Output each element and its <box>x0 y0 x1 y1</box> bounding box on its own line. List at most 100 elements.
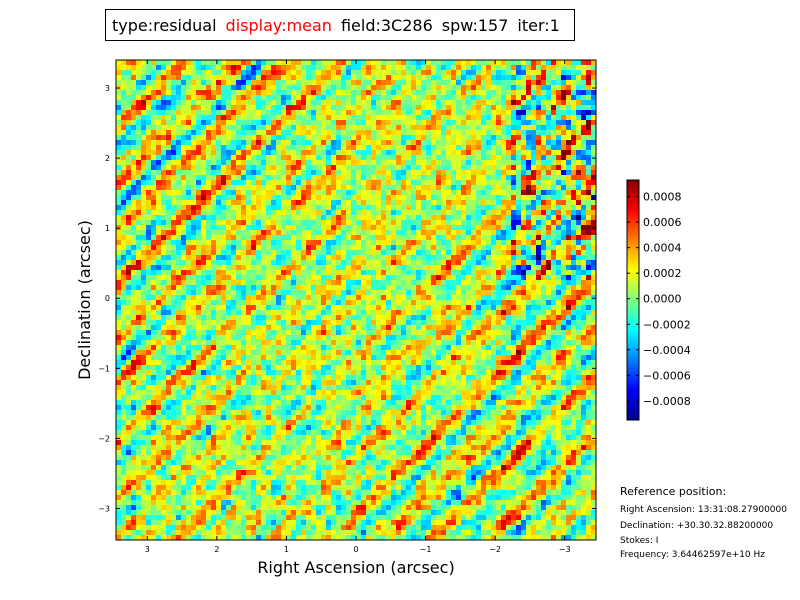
heatmap-cell <box>446 140 452 146</box>
heatmap-cell <box>211 100 217 106</box>
heatmap-cell <box>516 295 522 301</box>
heatmap-cell <box>566 245 572 251</box>
heatmap-cell <box>446 285 452 291</box>
heatmap-cell <box>516 200 522 206</box>
heatmap-cell <box>186 205 192 211</box>
heatmap-cell <box>591 220 596 226</box>
heatmap-cell <box>306 250 312 256</box>
heatmap-cell <box>401 235 407 241</box>
heatmap-cell <box>291 195 297 201</box>
heatmap-cell <box>506 195 512 201</box>
heatmap-cell <box>196 265 202 271</box>
heatmap-cell <box>526 90 532 96</box>
heatmap-cell <box>376 95 382 101</box>
heatmap-cell <box>181 70 187 76</box>
heatmap-cell <box>566 255 572 261</box>
heatmap-cell <box>436 300 442 306</box>
heatmap-cell <box>396 195 402 201</box>
heatmap-cell <box>561 125 567 131</box>
heatmap-cell <box>456 110 462 116</box>
heatmap-cell <box>576 215 582 221</box>
heatmap-cell <box>351 70 357 76</box>
heatmap-cell <box>216 70 222 76</box>
heatmap-cell <box>131 120 137 126</box>
heatmap-cell <box>116 300 122 306</box>
heatmap-cell <box>391 190 397 196</box>
heatmap-cell <box>336 265 342 271</box>
heatmap-cell <box>266 280 272 286</box>
heatmap-cell <box>151 210 157 216</box>
heatmap-cell <box>231 110 237 116</box>
heatmap-cell <box>541 155 547 161</box>
heatmap-cell <box>336 165 342 171</box>
heatmap-cell <box>431 135 437 141</box>
heatmap-cell <box>501 210 507 216</box>
heatmap-cell <box>456 215 462 221</box>
heatmap-cell <box>411 105 417 111</box>
heatmap-cell <box>396 140 402 146</box>
heatmap-cell <box>291 290 297 296</box>
heatmap-cell <box>246 210 252 216</box>
heatmap-cell <box>451 190 457 196</box>
heatmap-cell <box>331 250 337 256</box>
heatmap-cell <box>466 145 472 151</box>
heatmap-cell <box>536 285 542 291</box>
heatmap-cell <box>176 245 182 251</box>
heatmap-cell <box>131 260 137 266</box>
heatmap-cell <box>196 205 202 211</box>
heatmap-cell <box>191 85 197 91</box>
heatmap-cell <box>356 245 362 251</box>
heatmap-cell <box>211 255 217 261</box>
heatmap-cell <box>166 120 172 126</box>
heatmap-cell <box>581 245 587 251</box>
heatmap-cell <box>406 275 412 281</box>
heatmap-cell <box>246 280 252 286</box>
heatmap-cell <box>376 145 382 151</box>
heatmap-cell <box>241 125 247 131</box>
heatmap-cell <box>386 135 392 141</box>
heatmap-cell <box>141 105 147 111</box>
heatmap-cell <box>311 300 317 306</box>
heatmap-cell <box>241 85 247 91</box>
heatmap-cell <box>481 285 487 291</box>
heatmap-cell <box>301 100 307 106</box>
heatmap-cell <box>331 225 337 231</box>
heatmap-cell <box>561 220 567 226</box>
heatmap-cell <box>566 180 572 186</box>
heatmap-cell <box>401 95 407 101</box>
heatmap-cell <box>476 300 482 306</box>
heatmap-cell <box>196 230 202 236</box>
heatmap-cell <box>181 195 187 201</box>
heatmap-cell <box>521 315 527 321</box>
heatmap-cell <box>146 245 152 251</box>
heatmap-cell <box>366 200 372 206</box>
heatmap-cell <box>491 150 497 156</box>
heatmap-cell <box>331 240 337 246</box>
heatmap-cell <box>516 60 522 66</box>
heatmap-cell <box>116 200 122 206</box>
heatmap-cell <box>391 290 397 296</box>
heatmap-cell <box>576 255 582 261</box>
heatmap-cell <box>506 210 512 216</box>
heatmap-cell <box>526 160 532 166</box>
heatmap-cell <box>486 100 492 106</box>
heatmap-cell <box>386 285 392 291</box>
heatmap-cell <box>451 300 457 306</box>
heatmap-cell <box>586 230 592 236</box>
heatmap-cell <box>551 85 557 91</box>
heatmap-cell <box>331 175 337 181</box>
heatmap-cell <box>581 190 587 196</box>
heatmap-cell <box>461 285 467 291</box>
heatmap-cell <box>326 160 332 166</box>
heatmap-cell <box>561 305 567 311</box>
heatmap-cell <box>381 200 387 206</box>
heatmap-cell <box>241 255 247 261</box>
heatmap-cell <box>306 110 312 116</box>
heatmap-cell <box>266 270 272 276</box>
heatmap-cell <box>426 115 432 121</box>
heatmap-cell <box>496 225 502 231</box>
heatmap-cell <box>256 90 262 96</box>
heatmap-cell <box>486 135 492 141</box>
heatmap-cell <box>506 140 512 146</box>
heatmap-cell <box>371 235 377 241</box>
